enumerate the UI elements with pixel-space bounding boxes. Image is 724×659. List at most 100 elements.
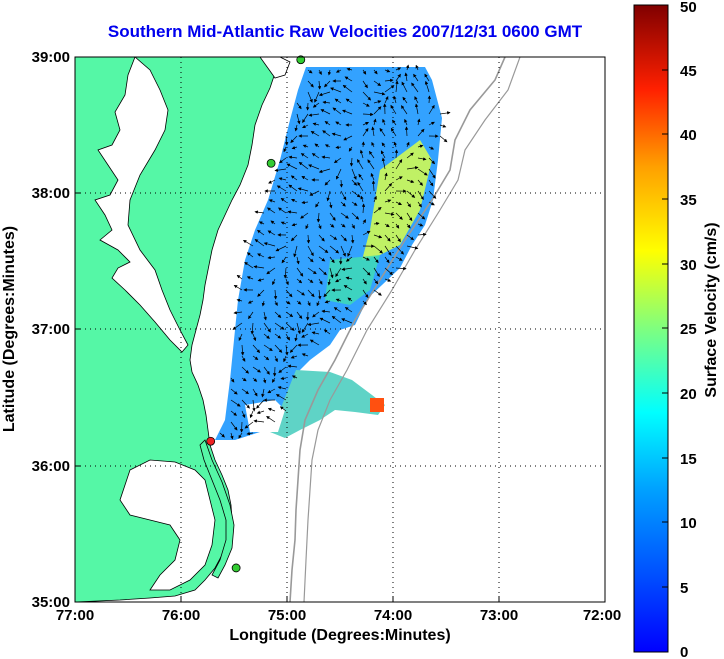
velocity-arrow — [280, 197, 287, 203]
colorbar-tick-label: 0 — [680, 644, 688, 659]
velocity-arrow — [327, 278, 332, 286]
velocity-arrow — [342, 84, 353, 93]
velocity-arrow — [297, 187, 309, 192]
velocity-arrow — [329, 212, 336, 221]
y-axis-label: Latitude (Degrees:Minutes) — [1, 226, 18, 432]
velocity-arrow — [350, 234, 355, 244]
delaware-bay — [259, 57, 291, 79]
velocity-arrow — [335, 145, 342, 150]
velocity-arrow — [285, 322, 295, 331]
velocity-arrow — [330, 87, 342, 93]
velocity-arrow — [233, 284, 243, 291]
velocity-arrow — [373, 206, 382, 214]
velocity-arrow — [322, 130, 331, 137]
velocity-arrow — [339, 179, 344, 188]
velocity-arrow — [286, 163, 298, 170]
velocity-arrow — [406, 245, 419, 250]
velocity-arrow — [348, 146, 353, 152]
velocity-arrow — [296, 322, 301, 335]
velocity-arrow — [357, 158, 364, 170]
colorbar-tick-label: 15 — [680, 451, 697, 468]
velocity-arrow — [318, 245, 329, 254]
velocity-arrow — [406, 234, 415, 241]
velocity-arrow — [329, 245, 340, 254]
velocity-arrow — [417, 157, 427, 161]
velocity-arrow — [357, 181, 364, 192]
velocity-arrow — [321, 155, 331, 159]
velocity-arrow — [384, 199, 392, 203]
velocity-arrow — [340, 201, 346, 207]
velocity-arrow — [273, 289, 278, 300]
velocity-arrow — [252, 333, 257, 342]
velocity-arrow — [296, 289, 306, 296]
velocity-arrow — [230, 388, 238, 395]
velocity-arrow — [302, 144, 309, 148]
velocity-arrow — [371, 180, 376, 192]
velocity-arrow — [332, 107, 342, 115]
velocity-arrow — [307, 91, 313, 103]
velocity-arrow — [404, 72, 408, 82]
velocity-arrow — [300, 212, 309, 219]
velocity-arrow — [291, 198, 298, 203]
velocity-hotspot-3 — [370, 398, 384, 412]
velocity-arrow — [291, 222, 298, 227]
velocity-arrow — [320, 109, 331, 115]
velocity-arrow — [368, 150, 375, 159]
velocity-arrow — [296, 102, 302, 110]
colorbar-tick-label: 5 — [680, 580, 688, 597]
velocity-arrow — [252, 366, 261, 373]
velocity-arrow — [351, 223, 355, 229]
velocity-arrow — [373, 245, 383, 254]
velocity-arrow — [406, 152, 414, 159]
velocity-arrow — [373, 221, 380, 226]
outer-banks — [199, 439, 235, 579]
velocity-arrow — [345, 256, 353, 262]
colorbar-tick-label: 30 — [680, 257, 697, 274]
velocity-arrow — [406, 166, 419, 170]
velocity-arrow — [428, 179, 434, 187]
velocity-arrow — [373, 100, 382, 104]
chesapeake-bay — [94, 57, 189, 353]
velocity-arrow — [384, 234, 391, 242]
velocity-arrow — [349, 157, 354, 167]
velocity-arrow — [301, 333, 309, 338]
colorbar-tick-label: 45 — [680, 63, 697, 80]
velocity-arrow — [395, 256, 403, 261]
velocity-arrow — [261, 388, 265, 398]
velocity-arrow — [405, 64, 410, 71]
velocity-arrow — [401, 81, 408, 93]
velocity-arrow — [283, 267, 288, 279]
x-tick-label: 76:00 — [162, 607, 200, 624]
velocity-arrow — [317, 80, 322, 90]
colorbar-tick-label: 20 — [680, 386, 697, 403]
velocity-arrow — [272, 278, 276, 286]
velocity-arrow — [283, 146, 287, 153]
velocity-arrow — [312, 102, 320, 108]
velocity-arrow — [275, 394, 287, 401]
velocity-arrow — [252, 355, 259, 361]
velocity-arrow — [252, 344, 261, 354]
velocity-arrow — [256, 399, 265, 409]
velocity-arrow — [301, 322, 309, 333]
velocity-arrow — [302, 124, 309, 129]
velocity-arrow — [370, 172, 375, 181]
velocity-arrow — [362, 122, 370, 126]
velocity-arrow — [294, 333, 298, 342]
velocity-arrow — [312, 122, 320, 126]
velocity-arrow — [439, 135, 448, 143]
velocity-arrow — [309, 190, 320, 196]
velocity-arrow — [287, 364, 298, 368]
colorbar-tick-label: 35 — [680, 192, 697, 209]
velocity-arrow — [290, 175, 298, 181]
velocity-arrow — [274, 355, 278, 363]
velocity-arrow — [238, 333, 243, 342]
station-marker — [231, 563, 241, 573]
velocity-arrow — [362, 102, 370, 107]
velocity-arrow — [257, 278, 265, 282]
radar-stations — [206, 55, 306, 573]
velocity-arrow — [417, 128, 425, 137]
velocity-arrow — [373, 289, 382, 296]
velocity-arrow — [384, 267, 393, 276]
velocity-arrow — [439, 124, 447, 128]
velocity-arrow — [428, 104, 435, 115]
